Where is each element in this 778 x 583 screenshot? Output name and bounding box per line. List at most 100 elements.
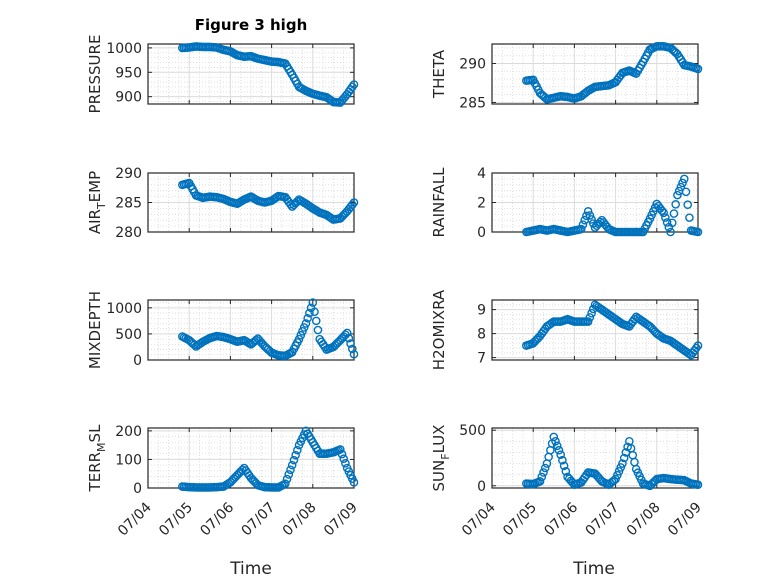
data-point <box>683 200 693 210</box>
data-point <box>349 198 359 207</box>
axes-box <box>491 427 699 489</box>
data-point <box>549 432 559 442</box>
data-point <box>296 330 306 340</box>
data-point <box>691 343 701 353</box>
y-tick-label: 8 <box>477 327 486 343</box>
x-tick-label: 07/05 <box>156 500 196 540</box>
data-point <box>585 313 595 322</box>
y-axis-label: SUNFLUX <box>430 425 452 492</box>
x-tick-label: 07/08 <box>624 500 664 540</box>
data-point <box>286 199 295 209</box>
y-axis-label: H2OMIXRA <box>430 289 448 370</box>
x-tick-label: 07/04 <box>115 499 155 539</box>
y-tick-label: 950 <box>115 65 142 81</box>
data-point <box>289 455 299 465</box>
axes-box <box>147 427 355 489</box>
data-point <box>308 298 318 307</box>
data-point <box>282 474 292 484</box>
subplot-5: 7 8 9 H2OMIXRA <box>430 289 703 370</box>
y-tick-label: 2 <box>477 196 486 212</box>
data-point <box>595 217 605 227</box>
data-point <box>693 341 703 350</box>
x-tick-label: 07/07 <box>239 500 279 540</box>
data-point <box>281 479 290 489</box>
data-point <box>628 450 638 460</box>
x-tick-label: 07/04 <box>459 499 499 539</box>
data-point <box>349 349 359 359</box>
data-point <box>611 474 620 484</box>
y-tick-label: 9 <box>477 303 486 319</box>
data-point <box>616 463 626 472</box>
data-point <box>313 325 323 335</box>
data-point <box>540 463 550 473</box>
data-point <box>539 468 548 477</box>
data-point <box>291 450 300 460</box>
data-point <box>685 213 694 222</box>
data-point <box>535 477 545 486</box>
axes-box <box>147 43 355 105</box>
axes-box <box>491 299 699 361</box>
data-point <box>310 307 319 317</box>
data-point <box>551 437 560 446</box>
y-tick-label: 500 <box>459 423 486 439</box>
y-axis-label: THETA <box>430 49 448 99</box>
data-point <box>349 80 359 89</box>
data-point <box>679 174 689 184</box>
data-point <box>556 450 565 459</box>
data-point <box>347 344 357 354</box>
y-tick-label: 0 <box>477 479 486 495</box>
y-tick-label: 285 <box>115 196 142 212</box>
y-tick-label: 200 <box>115 424 142 440</box>
y-tick-label: 290 <box>115 166 142 182</box>
figure-title: Figure 3 high <box>195 16 308 34</box>
y-tick-label: 4 <box>477 166 486 182</box>
data-point <box>537 472 547 482</box>
x-tick-label: 07/06 <box>541 499 581 539</box>
x-tick-label: 07/09 <box>321 500 361 540</box>
data-point <box>347 200 357 210</box>
data-point <box>583 317 593 326</box>
y-axis-label: RAINFALL <box>430 167 448 238</box>
data-point <box>669 209 679 218</box>
data-point <box>305 308 314 318</box>
data-point <box>693 227 703 237</box>
x-tick-label: 07/05 <box>500 500 540 540</box>
y-tick-label: 280 <box>115 225 142 241</box>
data-point <box>342 328 352 338</box>
data-point <box>583 207 593 216</box>
data-point <box>587 215 596 224</box>
x-axis-label-right: Time <box>572 559 615 579</box>
data-point <box>349 477 359 487</box>
axes-box <box>147 299 355 361</box>
y-tick-label: 290 <box>459 56 486 72</box>
data-point <box>341 459 350 468</box>
data-point <box>311 316 321 326</box>
x-tick-label: 07/06 <box>197 499 237 539</box>
data-point <box>287 460 297 470</box>
data-point <box>630 457 639 467</box>
data-point <box>559 461 569 471</box>
data-point <box>286 465 295 475</box>
data-point <box>335 445 345 454</box>
data-point <box>576 224 586 234</box>
data-point <box>552 441 562 451</box>
data-point <box>662 218 672 227</box>
y-tick-label: 900 <box>115 90 142 106</box>
y-tick-label: 0 <box>133 353 142 369</box>
subplot-7: 0 500 07/04 07/05 07/06 07/07 07/08 07/09 SUNFLU… <box>430 423 705 539</box>
data-point <box>585 211 595 220</box>
data-point <box>659 208 668 218</box>
y-axis-label: PRESSURE <box>86 35 104 114</box>
axes-box <box>491 43 699 105</box>
data-point <box>666 227 675 237</box>
data-point <box>657 206 667 215</box>
y-tick-label: 0 <box>477 225 486 241</box>
data-point <box>294 334 304 344</box>
data-point <box>676 182 686 192</box>
data-point <box>339 454 349 464</box>
data-point <box>558 455 567 465</box>
